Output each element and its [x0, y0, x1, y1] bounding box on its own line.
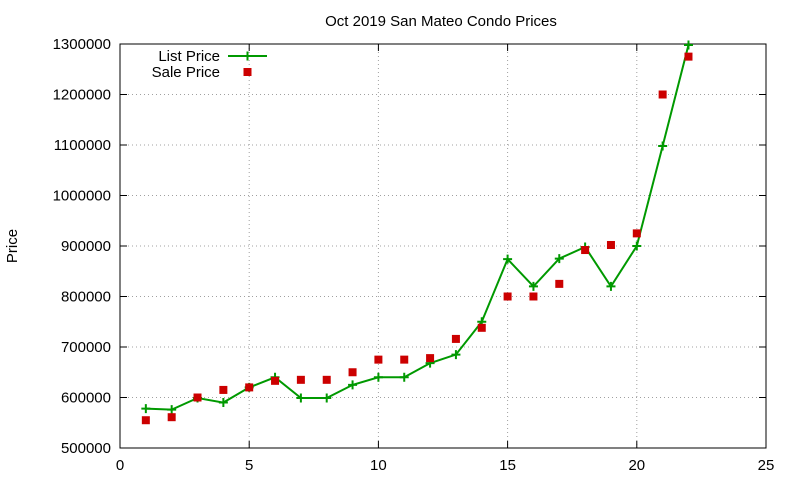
data-point-plus — [683, 40, 693, 50]
data-point-square — [555, 279, 564, 288]
x-tick-label: 10 — [370, 457, 387, 474]
data-point-plus — [399, 372, 409, 382]
y-tick-label: 900000 — [61, 238, 111, 255]
legend-label: Sale Price — [152, 64, 220, 81]
y-tick-label: 800000 — [61, 289, 111, 306]
data-point-plus — [373, 372, 383, 382]
series — [141, 40, 693, 425]
chart-title: Oct 2019 San Mateo Condo Prices — [325, 13, 557, 30]
data-point-square — [503, 292, 512, 301]
legend-marker — [243, 51, 252, 61]
y-tick-label: 1100000 — [54, 137, 111, 154]
y-tick-label: 600000 — [61, 390, 111, 407]
y-tick-label: 1200000 — [53, 87, 111, 104]
data-point-square — [219, 385, 228, 394]
y-axis-label: Price — [4, 229, 21, 263]
data-point-plus — [658, 141, 668, 151]
data-point-square — [322, 375, 331, 384]
y-tick-label: 500000 — [61, 440, 111, 457]
y-tick-label: 1300000 — [53, 36, 111, 53]
data-point-square — [167, 413, 176, 422]
y-tick-label: 1000000 — [53, 188, 111, 205]
data-point-square — [529, 292, 538, 301]
data-point-plus — [451, 350, 461, 360]
data-point-square — [400, 355, 409, 364]
data-point-square — [426, 354, 435, 363]
data-point-square — [374, 355, 383, 364]
grid — [120, 44, 766, 448]
data-point-plus — [218, 398, 228, 408]
data-point-plus — [503, 254, 513, 264]
data-point-square — [658, 90, 667, 99]
data-point-square — [141, 416, 150, 425]
data-point-square — [451, 334, 460, 343]
x-tick-label: 0 — [116, 457, 124, 474]
data-point-square — [684, 52, 693, 61]
data-point-plus — [322, 393, 332, 403]
series-list-price — [141, 40, 693, 415]
data-point-plus — [296, 393, 306, 403]
data-point-square — [348, 368, 357, 377]
data-point-plus — [167, 405, 177, 415]
y-tick-label: 700000 — [61, 339, 111, 356]
tick-labels: 0 5 10 15 20 25 500000 600000 700000 800000 900000… — [53, 36, 775, 474]
legend-marker — [243, 68, 252, 76]
data-point-plus — [348, 380, 358, 390]
data-point-square — [606, 240, 615, 249]
axes — [119, 43, 767, 449]
data-point-square — [581, 246, 590, 255]
data-point-plus — [554, 254, 564, 264]
data-point-square — [245, 383, 254, 392]
series-sale-price — [141, 52, 693, 425]
data-point-square — [477, 323, 486, 332]
data-point-square — [271, 376, 280, 385]
data-point-square — [193, 393, 202, 402]
x-tick-label: 20 — [628, 457, 645, 474]
data-point-plus — [632, 241, 642, 251]
x-tick-label: 15 — [499, 457, 516, 474]
data-point-square — [632, 229, 641, 238]
data-point-plus — [606, 281, 616, 291]
data-point-plus — [528, 281, 538, 291]
legend-label: List Price — [158, 48, 220, 65]
data-point-plus — [141, 404, 151, 414]
series-line — [145, 44, 690, 411]
x-tick-label: 5 — [245, 457, 253, 474]
data-point-square — [296, 375, 305, 384]
x-tick-label: 25 — [758, 457, 775, 474]
